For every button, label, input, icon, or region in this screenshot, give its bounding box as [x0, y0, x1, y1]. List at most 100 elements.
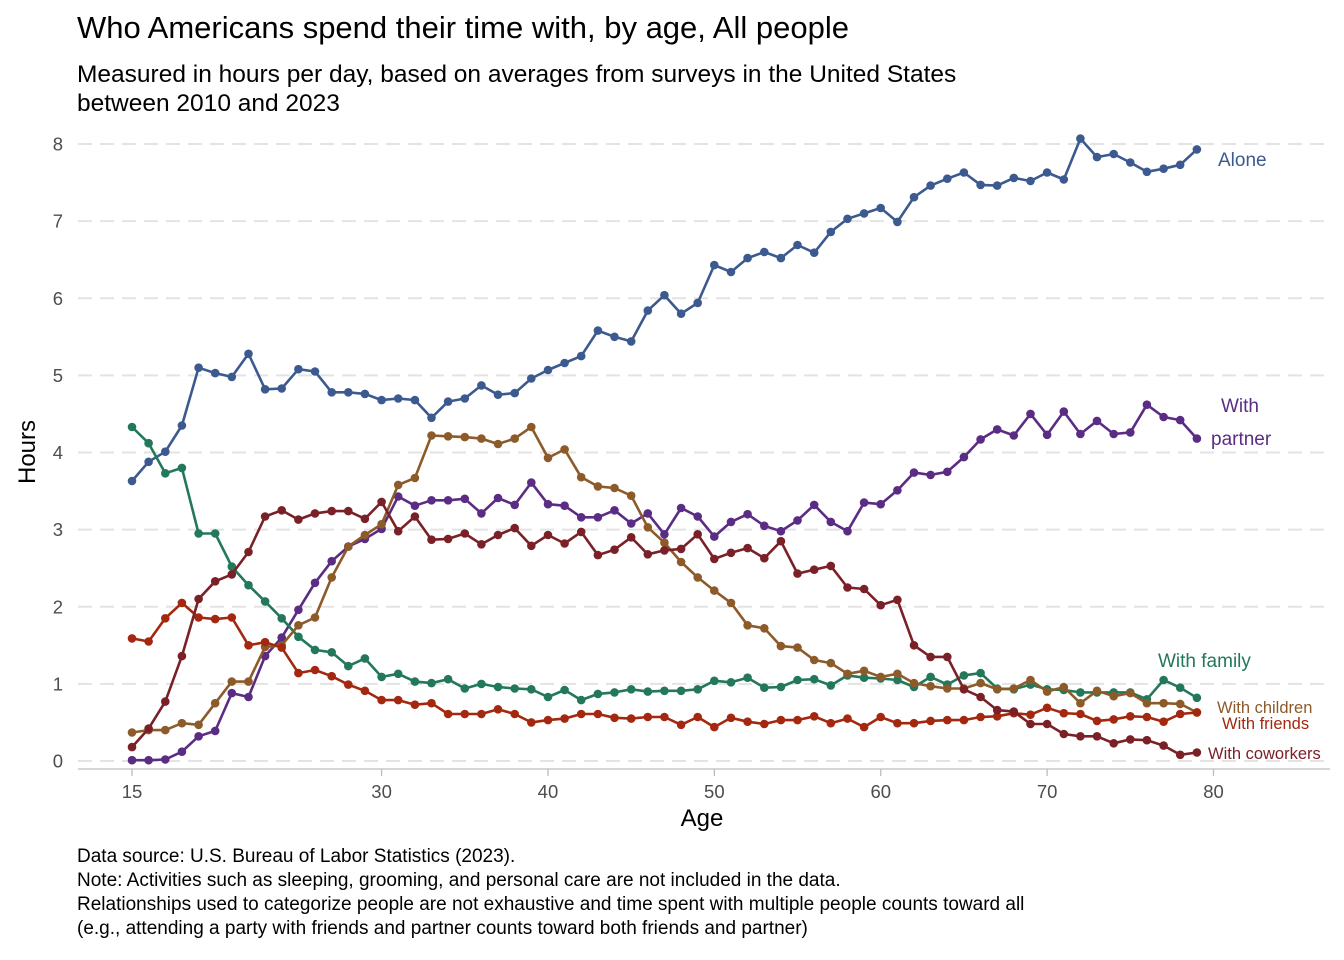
data-point-with-partner	[1092, 416, 1102, 426]
data-point-with-coworkers	[460, 529, 470, 538]
data-point-with-family	[693, 685, 702, 694]
y-tick-label: 0	[53, 751, 63, 772]
data-point-with-coworkers	[859, 584, 869, 594]
data-point-alone	[760, 247, 769, 257]
chart-subtitle: Measured in hours per day, based on aver…	[77, 60, 1227, 118]
data-point-with-partner	[1059, 407, 1069, 416]
data-point-with-coworkers	[1009, 707, 1019, 716]
series-labels: Alone With partner With family With children…	[1158, 150, 1321, 763]
data-point-with-partner	[693, 512, 702, 521]
data-point-with-coworkers	[1076, 732, 1085, 741]
data-point-with-friends	[393, 695, 403, 705]
data-point-with-children	[1042, 687, 1052, 696]
data-point-with-partner	[493, 493, 503, 503]
data-point-with-children	[1109, 691, 1118, 701]
data-point-with-coworkers	[443, 534, 453, 544]
data-point-with-children	[593, 482, 603, 491]
data-point-with-partner	[1159, 412, 1168, 422]
data-point-with-coworkers	[1026, 719, 1035, 729]
data-point-with-children	[393, 480, 403, 490]
series-with-partner	[127, 400, 1202, 765]
data-point-alone	[843, 214, 852, 224]
data-point-with-children	[543, 453, 553, 463]
data-point-with-children	[227, 677, 237, 686]
data-point-with-family	[360, 654, 370, 663]
data-point-with-partner	[277, 633, 287, 642]
data-point-with-partner	[410, 501, 420, 511]
data-point-with-partner	[127, 755, 137, 765]
data-point-with-partner	[393, 492, 403, 501]
data-point-with-friends	[576, 709, 586, 719]
data-point-with-friends	[410, 700, 420, 709]
data-point-alone	[161, 447, 170, 457]
data-point-with-coworkers	[294, 515, 303, 524]
data-point-with-family	[477, 679, 486, 689]
data-point-with-friends	[926, 716, 935, 726]
y-tick-label: 2	[53, 596, 63, 617]
data-point-with-partner	[943, 467, 952, 477]
data-point-alone	[144, 457, 153, 467]
data-point-with-friends	[277, 643, 287, 652]
series-line-alone	[131, 137, 1198, 482]
data-point-alone	[876, 203, 885, 213]
data-point-with-partner	[443, 496, 453, 505]
data-point-with-children	[992, 685, 1002, 694]
data-point-with-partner	[959, 452, 969, 462]
data-point-with-coworkers	[876, 600, 885, 610]
data-point-with-family	[1159, 675, 1168, 685]
data-point-with-partner	[543, 499, 553, 509]
data-point-with-friends	[177, 598, 187, 608]
data-point-alone	[327, 388, 337, 397]
data-point-alone	[660, 290, 669, 300]
data-point-alone	[743, 253, 752, 263]
data-point-alone	[693, 298, 702, 308]
data-point-with-coworkers	[576, 527, 586, 537]
data-point-alone	[344, 388, 353, 397]
data-point-with-children	[1159, 698, 1168, 708]
data-point-with-partner	[643, 509, 653, 518]
data-point-with-friends	[227, 613, 237, 622]
data-point-with-coworkers	[1126, 735, 1135, 744]
data-point-with-partner	[743, 509, 752, 519]
data-point-with-children	[793, 643, 802, 652]
data-point-with-family	[660, 686, 669, 696]
data-point-alone	[1126, 158, 1135, 167]
data-point-with-partner	[1009, 431, 1019, 440]
data-point-with-family	[443, 674, 453, 684]
data-point-with-friends	[1042, 703, 1052, 713]
data-point-with-children	[377, 519, 386, 529]
data-point-with-friends	[127, 634, 137, 643]
data-point-with-friends	[976, 712, 985, 722]
data-point-with-coworkers	[776, 536, 786, 546]
data-point-with-coworkers	[227, 570, 237, 579]
data-point-with-children	[1126, 688, 1135, 698]
data-point-with-family	[393, 669, 403, 679]
data-point-with-partner	[427, 496, 436, 505]
data-point-with-coworkers	[743, 543, 752, 553]
data-point-alone	[393, 394, 403, 403]
data-point-with-children	[693, 573, 702, 582]
data-point-with-children	[161, 725, 170, 735]
data-point-with-children	[610, 483, 619, 493]
data-point-with-partner	[676, 503, 686, 513]
data-point-with-friends	[959, 715, 969, 725]
data-point-with-family	[809, 674, 819, 684]
data-point-with-children	[443, 432, 453, 441]
data-point-with-partner	[1042, 430, 1052, 440]
data-point-with-friends	[510, 709, 519, 719]
data-point-with-children	[843, 669, 852, 679]
data-point-with-friends	[943, 715, 952, 725]
data-point-with-coworkers	[926, 652, 935, 662]
data-point-with-family	[726, 678, 736, 687]
data-point-with-partner	[460, 494, 470, 504]
subtitle-line-2: between 2010 and 2023	[77, 90, 340, 117]
data-point-with-family	[510, 684, 519, 693]
data-point-with-family	[743, 673, 752, 682]
data-point-with-coworkers	[1159, 741, 1168, 750]
data-point-with-friends	[710, 722, 719, 732]
data-point-alone	[676, 309, 686, 319]
data-point-with-partner	[510, 500, 519, 510]
data-point-with-coworkers	[843, 583, 852, 592]
footer-example: (e.g., attending a party with friends an…	[77, 918, 808, 939]
data-point-with-family	[527, 685, 536, 694]
